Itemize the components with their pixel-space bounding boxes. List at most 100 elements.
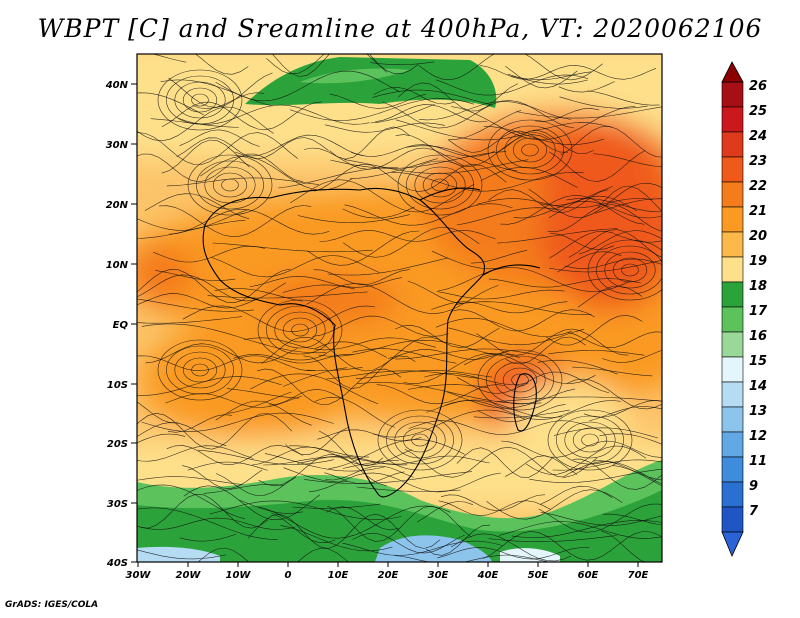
- colorbar-box: [721, 231, 744, 258]
- colorbar-label: 12: [749, 429, 767, 444]
- colorbar-label: 9: [749, 479, 758, 494]
- eddy-streamline: [212, 172, 248, 198]
- streamline: [329, 93, 426, 109]
- streamline: [505, 336, 586, 365]
- streamline: [566, 197, 662, 213]
- streamline: [456, 447, 554, 478]
- streamline: [602, 349, 662, 363]
- eddy-streamline: [257, 299, 343, 361]
- streamline: [214, 288, 303, 302]
- streamline: [464, 353, 521, 366]
- streamline: [249, 276, 402, 288]
- eddy-streamline: [386, 415, 454, 465]
- colorbar-box: [721, 81, 744, 108]
- streamline: [372, 409, 526, 438]
- streamline: [153, 245, 266, 263]
- streamline: [137, 92, 205, 116]
- streamline: [179, 129, 260, 147]
- streamline: [351, 144, 496, 157]
- colorbar-label: 23: [749, 154, 767, 169]
- streamline: [137, 106, 274, 142]
- streamline: [395, 119, 524, 141]
- streamline: [271, 512, 336, 544]
- streamline: [446, 388, 576, 409]
- eddy-streamline: [196, 160, 264, 210]
- streamline: [137, 401, 178, 424]
- streamline: [440, 494, 546, 512]
- streamline: [314, 396, 395, 428]
- streamline: [144, 193, 250, 220]
- streamline: [597, 185, 662, 212]
- eddy-streamline: [477, 349, 563, 411]
- streamline: [471, 250, 528, 264]
- streamline: [391, 171, 584, 192]
- streamline: [599, 433, 662, 445]
- streamline: [511, 71, 592, 80]
- streamline: [408, 420, 601, 435]
- streamline: [328, 439, 465, 469]
- streamline: [408, 384, 489, 390]
- colorbar-box: [721, 356, 744, 383]
- streamline: [577, 285, 643, 308]
- coastlines: [202, 187, 541, 498]
- lat-label: 40S: [106, 558, 128, 569]
- streamline: [137, 484, 245, 520]
- lon-label: 20W: [176, 570, 202, 581]
- lon-label: 50E: [528, 570, 549, 581]
- streamline: [431, 301, 568, 314]
- eddy-streamline: [547, 409, 633, 471]
- eddy-streamline: [502, 367, 538, 393]
- streamline: [559, 96, 648, 109]
- streamline: [507, 73, 588, 85]
- streamline: [450, 309, 595, 332]
- streamline: [137, 445, 254, 462]
- streamline: [297, 455, 490, 465]
- streamline: [141, 412, 334, 432]
- streamline: [264, 453, 385, 472]
- streamline: [567, 331, 662, 348]
- streamline: [344, 203, 513, 226]
- eddy-streamline: [572, 427, 608, 453]
- streamline: [496, 396, 662, 403]
- colorbar-label: 16: [749, 329, 767, 344]
- lat-label: 20S: [107, 439, 128, 450]
- streamline: [137, 132, 298, 165]
- colorbar-box: [721, 381, 744, 408]
- streamline: [329, 126, 410, 160]
- streamlines: [137, 54, 662, 562]
- streamline: [327, 257, 448, 276]
- streamline: [177, 104, 370, 125]
- colorbar-label: 26: [749, 79, 767, 94]
- lon-label: 40E: [477, 570, 499, 581]
- lon-label: 30E: [428, 570, 449, 581]
- streamline: [488, 189, 609, 214]
- streamline: [416, 501, 474, 523]
- streamline: [307, 230, 420, 266]
- streamline: [137, 517, 296, 530]
- streamline: [602, 513, 662, 526]
- eddy-streamline: [511, 373, 529, 387]
- streamline: [326, 506, 399, 531]
- streamline: [564, 258, 662, 269]
- colorbar-box: [721, 456, 744, 483]
- streamline: [435, 318, 572, 337]
- streamline: [498, 521, 662, 539]
- streamline: [161, 139, 250, 174]
- streamline: [404, 446, 598, 478]
- colorbar-box: [721, 131, 744, 158]
- streamline: [552, 459, 662, 471]
- eddy-streamline: [581, 433, 599, 447]
- streamline: [137, 209, 249, 231]
- streamline: [382, 100, 575, 129]
- lon-label: 60E: [578, 570, 599, 581]
- streamline: [562, 461, 662, 485]
- streamline: [476, 198, 653, 209]
- streamline: [289, 98, 475, 121]
- eddy-streamline: [587, 239, 662, 301]
- streamline: [285, 426, 350, 456]
- streamline: [376, 384, 505, 404]
- streamline: [535, 108, 600, 122]
- streamline: [303, 471, 473, 484]
- eddy-streamline: [621, 263, 639, 277]
- eddy-streamline: [521, 143, 539, 157]
